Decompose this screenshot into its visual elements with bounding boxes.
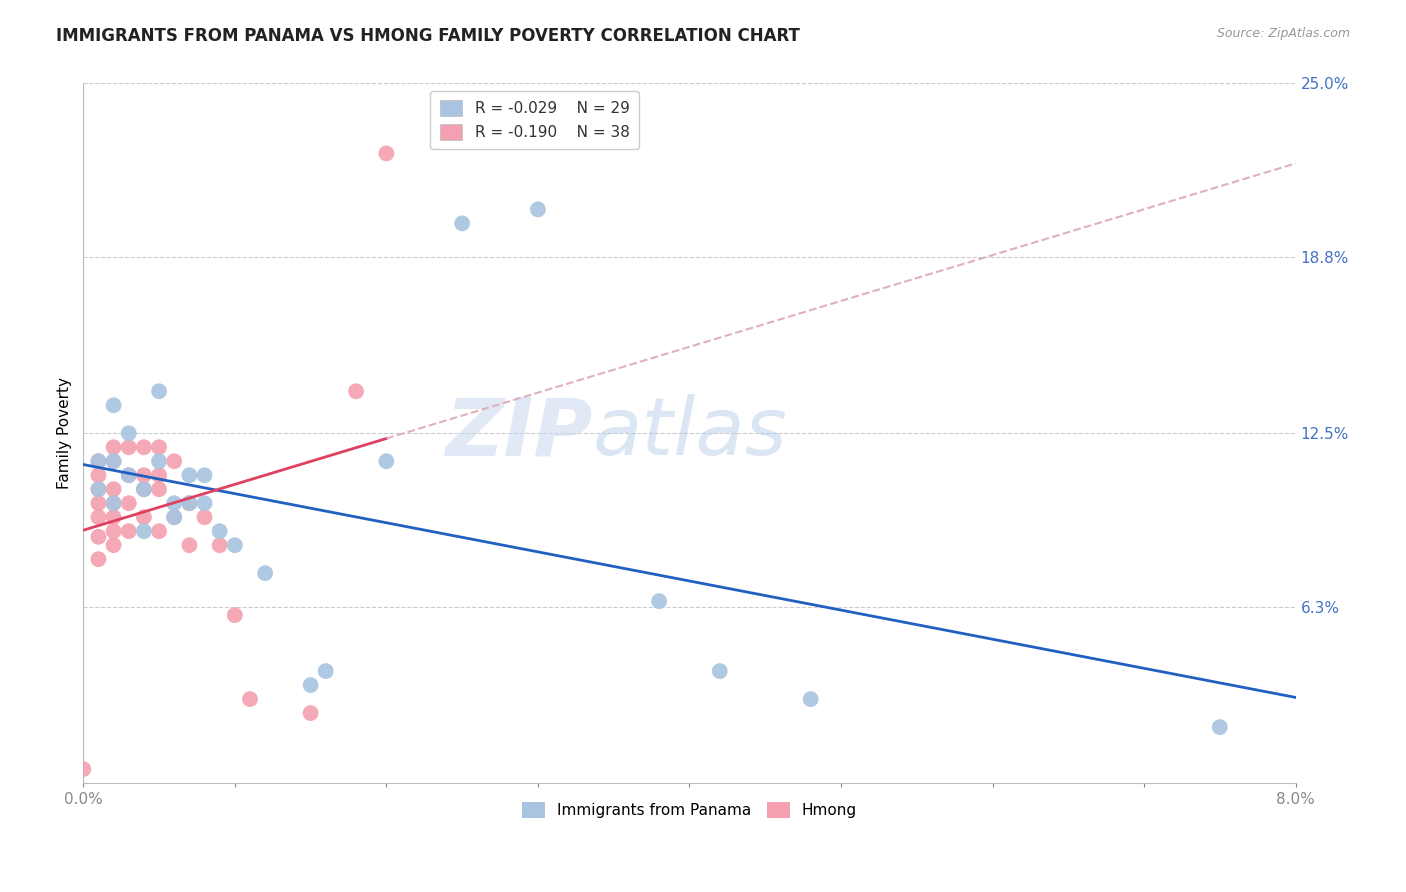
Point <box>315 664 337 678</box>
Point <box>163 510 186 524</box>
Point <box>193 468 215 483</box>
Point <box>103 398 125 412</box>
Point <box>87 482 110 496</box>
Point <box>375 146 398 161</box>
Point <box>179 468 201 483</box>
Point <box>118 468 141 483</box>
Point <box>344 384 367 399</box>
Point <box>375 454 398 468</box>
Point <box>224 538 246 552</box>
Point <box>118 468 141 483</box>
Point <box>87 510 110 524</box>
Point <box>451 216 474 230</box>
Text: ZIP: ZIP <box>446 394 592 472</box>
Point <box>179 538 201 552</box>
Point <box>118 496 141 510</box>
Point <box>132 482 155 496</box>
Point <box>148 454 170 468</box>
Point <box>87 482 110 496</box>
Point <box>87 496 110 510</box>
Point <box>800 692 823 706</box>
Point <box>148 468 170 483</box>
Text: Source: ZipAtlas.com: Source: ZipAtlas.com <box>1216 27 1350 40</box>
Point <box>208 524 231 538</box>
Point <box>103 510 125 524</box>
Point <box>103 454 125 468</box>
Point <box>208 538 231 552</box>
Point <box>148 384 170 399</box>
Point <box>103 538 125 552</box>
Point <box>132 510 155 524</box>
Point <box>103 524 125 538</box>
Point <box>118 426 141 441</box>
Point <box>87 530 110 544</box>
Point <box>1209 720 1232 734</box>
Point <box>118 524 141 538</box>
Point <box>239 692 262 706</box>
Point <box>132 524 155 538</box>
Text: IMMIGRANTS FROM PANAMA VS HMONG FAMILY POVERTY CORRELATION CHART: IMMIGRANTS FROM PANAMA VS HMONG FAMILY P… <box>56 27 800 45</box>
Point <box>87 468 110 483</box>
Point <box>254 566 277 581</box>
Y-axis label: Family Poverty: Family Poverty <box>58 377 72 489</box>
Point <box>709 664 731 678</box>
Point <box>103 454 125 468</box>
Point <box>87 454 110 468</box>
Point <box>179 496 201 510</box>
Legend: Immigrants from Panama, Hmong: Immigrants from Panama, Hmong <box>516 797 863 824</box>
Point <box>527 202 550 217</box>
Point <box>148 482 170 496</box>
Text: atlas: atlas <box>592 394 787 472</box>
Point <box>103 440 125 454</box>
Point <box>193 510 215 524</box>
Point <box>103 496 125 510</box>
Point <box>118 440 141 454</box>
Point <box>132 468 155 483</box>
Point <box>299 678 322 692</box>
Point <box>163 510 186 524</box>
Point <box>163 496 186 510</box>
Point <box>72 762 94 776</box>
Point <box>648 594 671 608</box>
Point <box>163 454 186 468</box>
Point <box>179 496 201 510</box>
Point <box>148 440 170 454</box>
Point <box>148 524 170 538</box>
Point <box>132 482 155 496</box>
Point <box>103 482 125 496</box>
Point <box>193 496 215 510</box>
Point <box>87 552 110 566</box>
Point <box>132 440 155 454</box>
Point <box>87 454 110 468</box>
Point <box>103 496 125 510</box>
Point <box>299 706 322 720</box>
Point <box>224 608 246 623</box>
